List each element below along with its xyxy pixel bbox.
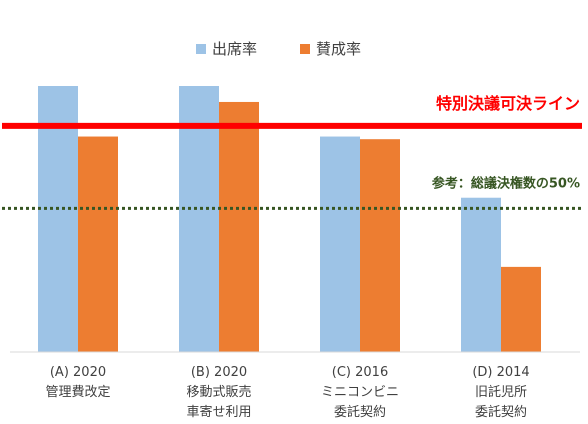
legend-swatch-1 — [300, 44, 310, 54]
category-label-2-line-1: ミニコンビニ — [321, 385, 399, 400]
category-label-2-line-2: 委託契約 — [334, 404, 386, 420]
bar-series-1-cat-0 — [78, 136, 118, 352]
category-label-1-line-2: 車寄せ利用 — [186, 404, 251, 420]
category-label-0-line-1: 管理費改定 — [45, 385, 110, 400]
category-label-1-line-0: (B) 2020 — [191, 365, 247, 380]
category-label-3-line-2: 委託契約 — [475, 404, 527, 420]
category-label-3-line-0: (D) 2014 — [472, 365, 529, 380]
category-label-0-line-0: (A) 2020 — [50, 365, 106, 380]
bar-series-0-cat-2 — [320, 136, 360, 352]
bar-series-1-cat-2 — [360, 139, 400, 352]
legend: 出席率 賛成率 — [196, 40, 361, 58]
bar-series-0-cat-0 — [38, 86, 78, 352]
legend-label-0: 出席率 — [212, 40, 257, 58]
reference-line-label-1: 参考：総議決権数の50% — [432, 175, 580, 191]
category-label-1-line-1: 移動式販売 — [186, 384, 251, 400]
category-label-3-line-1: 旧託児所 — [475, 384, 527, 400]
bar-series-1-cat-3 — [501, 266, 541, 352]
bar-series-1-cat-1 — [219, 101, 259, 353]
bar-series-0-cat-3 — [461, 197, 501, 352]
bar-series-0-cat-1 — [179, 86, 219, 352]
reference-line-label-0: 特別決議可決ライン — [436, 94, 580, 113]
category-label-2-line-0: (C) 2016 — [332, 365, 388, 380]
legend-label-1: 賛成率 — [316, 40, 361, 58]
bars — [38, 86, 541, 353]
legend-swatch-0 — [196, 44, 206, 54]
